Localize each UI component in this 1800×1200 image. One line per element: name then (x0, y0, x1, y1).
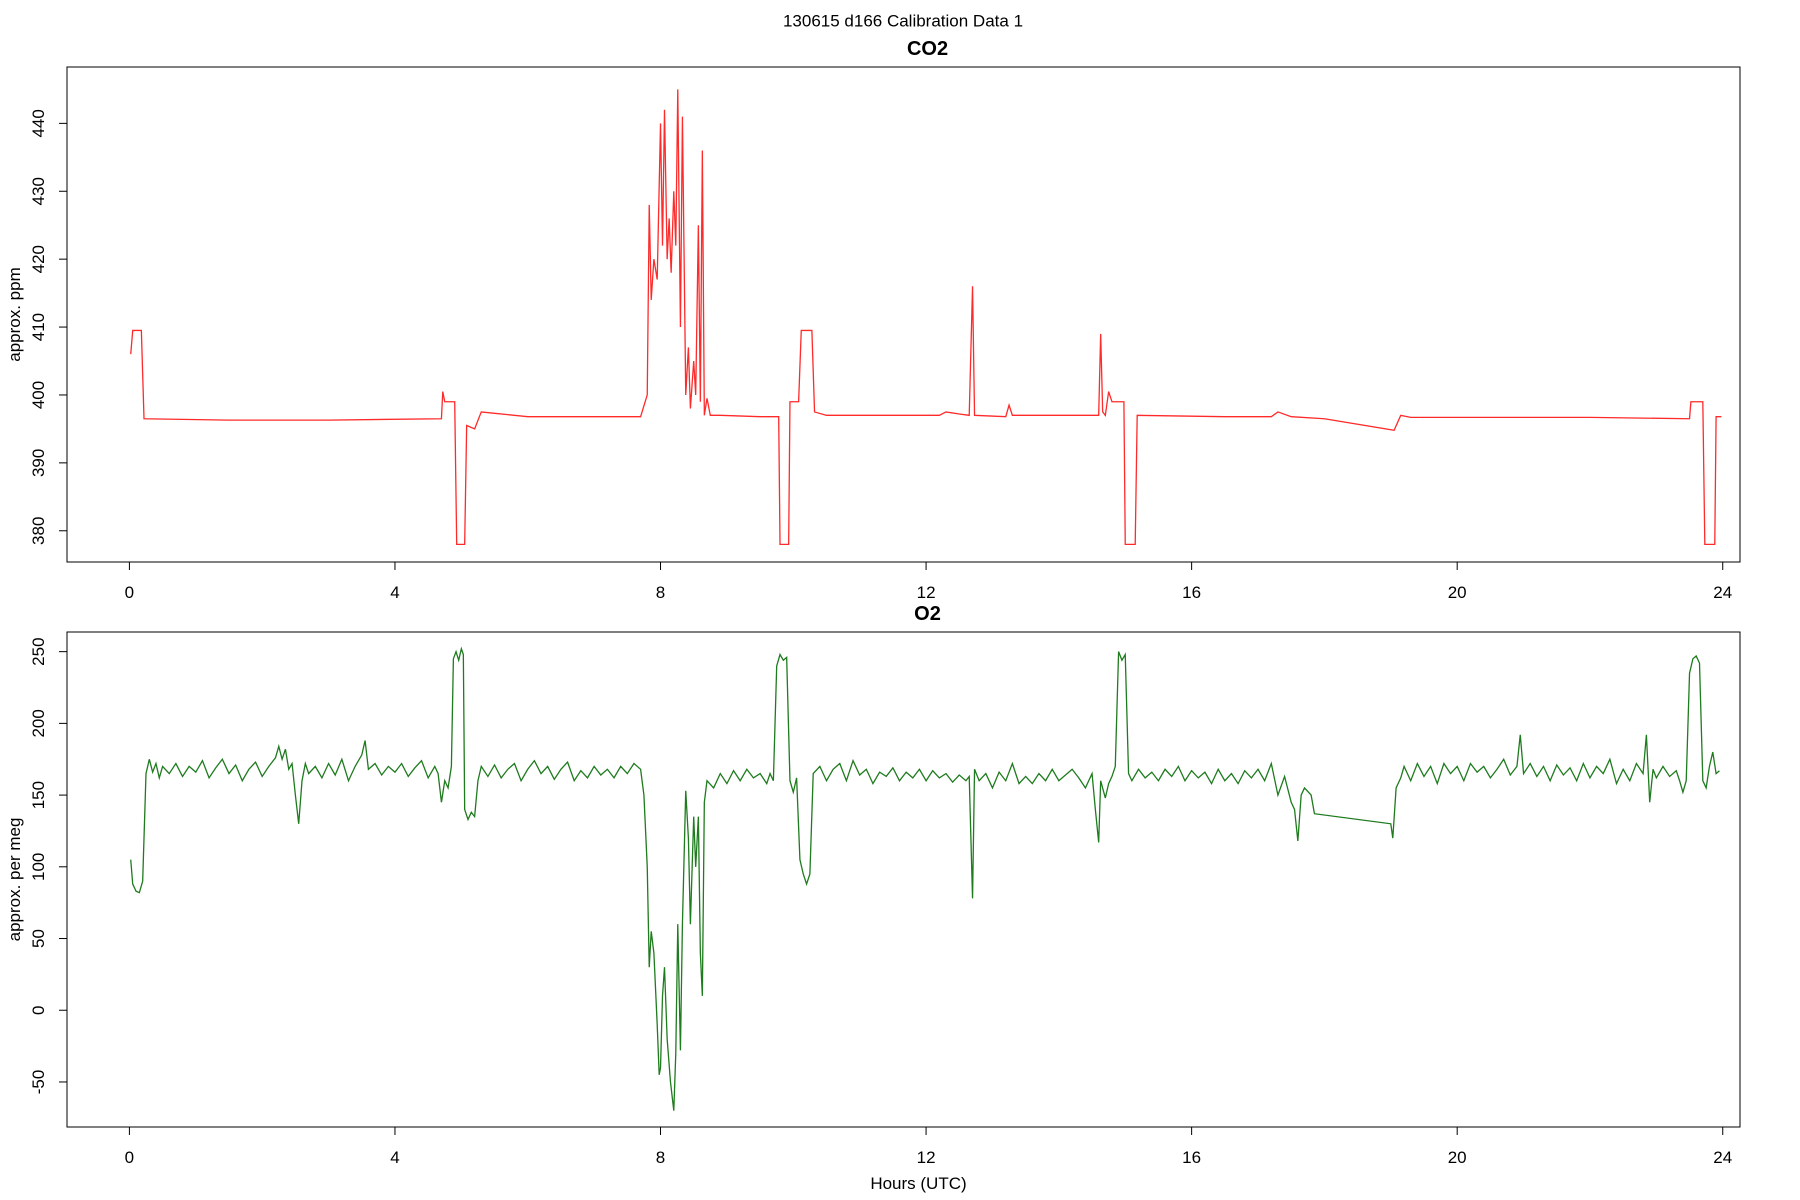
plot-frame (66, 631, 1741, 1128)
y-tick-label: 150 (29, 781, 48, 809)
chart-title: CO2 (907, 38, 948, 60)
y-tick-label: 380 (29, 517, 48, 545)
x-tick-label: 4 (390, 583, 399, 602)
y-tick-label: 420 (29, 245, 48, 273)
y-axis-label: approx. per meg (5, 818, 24, 942)
x-tick-label: 0 (125, 1148, 134, 1167)
figure-title: 130615 d166 Calibration Data 1 (783, 11, 1023, 30)
x-tick-label: 8 (656, 1148, 665, 1167)
y-tick-label: 400 (29, 381, 48, 409)
x-axis-label: Hours (UTC) (870, 1174, 966, 1193)
x-tick-label: 4 (390, 1148, 399, 1167)
x-tick-label: 24 (1713, 583, 1732, 602)
x-tick-label: 20 (1448, 1148, 1467, 1167)
x-tick-label: 12 (917, 1148, 936, 1167)
y-tick-label: -50 (29, 1070, 48, 1095)
y-tick-label: 430 (29, 177, 48, 205)
plot-frame (66, 66, 1741, 563)
chart-title: O2 (914, 603, 941, 625)
x-tick-label: 16 (1182, 583, 1201, 602)
y-tick-label: 390 (29, 449, 48, 477)
x-tick-label: 8 (656, 583, 665, 602)
y-tick-label: 0 (29, 1006, 48, 1015)
data-line (130, 646, 1720, 1111)
y-tick-label: 410 (29, 313, 48, 341)
x-tick-label: 24 (1713, 1148, 1732, 1167)
x-tick-label: 0 (125, 583, 134, 602)
x-tick-label: 16 (1182, 1148, 1201, 1167)
y-tick-label: 440 (29, 109, 48, 137)
data-line (130, 89, 1722, 545)
y-tick-label: 100 (29, 853, 48, 881)
x-tick-label: 20 (1448, 583, 1467, 602)
y-axis-label: approx. ppm (5, 267, 24, 362)
y-tick-label: 200 (29, 709, 48, 737)
y-tick-label: 50 (29, 929, 48, 948)
y-tick-label: 250 (29, 637, 48, 665)
x-tick-label: 12 (917, 583, 936, 602)
